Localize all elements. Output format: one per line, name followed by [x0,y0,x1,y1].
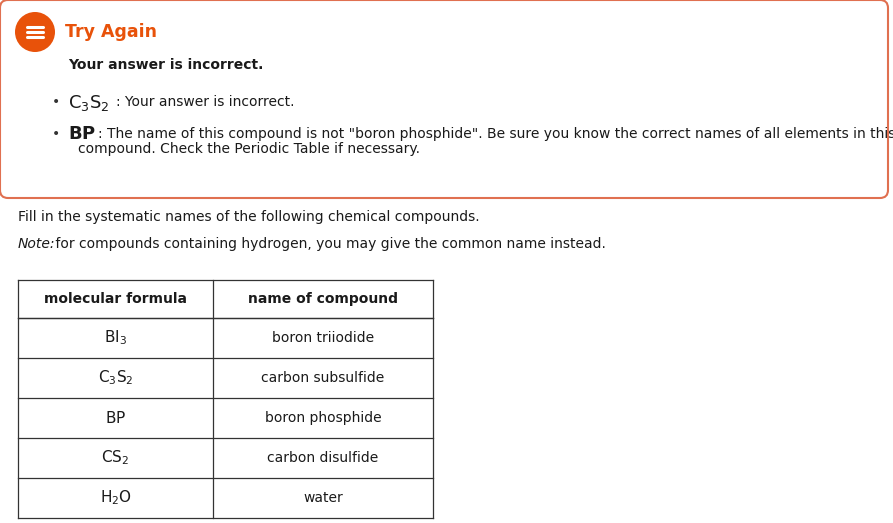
Text: : Your answer is incorrect.: : Your answer is incorrect. [116,95,295,109]
Text: : The name of this compound is not "boron phosphide". Be sure you know the corre: : The name of this compound is not "boro… [98,127,893,141]
Polygon shape [24,43,30,48]
Text: •: • [52,95,60,109]
Text: Fill in the systematic names of the following chemical compounds.: Fill in the systematic names of the foll… [18,210,480,224]
Text: boron phosphide: boron phosphide [264,411,381,425]
Text: molecular formula: molecular formula [44,292,187,306]
Text: boron triiodide: boron triiodide [272,331,374,345]
Text: name of compound: name of compound [248,292,398,306]
Text: $\mathsf{BI_3}$: $\mathsf{BI_3}$ [104,328,127,347]
Text: $\mathsf{BP}$: $\mathsf{BP}$ [104,410,126,426]
Text: carbon disulfide: carbon disulfide [267,451,379,465]
Circle shape [15,12,55,52]
Text: $\mathbf{BP}$: $\mathbf{BP}$ [68,125,96,143]
Text: •: • [52,127,60,141]
Text: Your answer is incorrect.: Your answer is incorrect. [68,58,263,72]
Text: $\mathsf{C_3S_2}$: $\mathsf{C_3S_2}$ [97,369,133,388]
Text: carbon subsulfide: carbon subsulfide [262,371,385,385]
Text: for compounds containing hydrogen, you may give the common name instead.: for compounds containing hydrogen, you m… [51,237,605,251]
Text: $\mathsf{C_3S_2}$: $\mathsf{C_3S_2}$ [68,93,110,113]
Text: water: water [303,491,343,505]
Text: $\mathsf{H_2O}$: $\mathsf{H_2O}$ [99,488,131,507]
Text: Try Again: Try Again [65,23,157,41]
Text: Note:: Note: [18,237,55,251]
Text: compound. Check the Periodic Table if necessary.: compound. Check the Periodic Table if ne… [78,142,420,156]
FancyBboxPatch shape [0,0,888,198]
Text: $\mathsf{CS_2}$: $\mathsf{CS_2}$ [102,449,129,468]
